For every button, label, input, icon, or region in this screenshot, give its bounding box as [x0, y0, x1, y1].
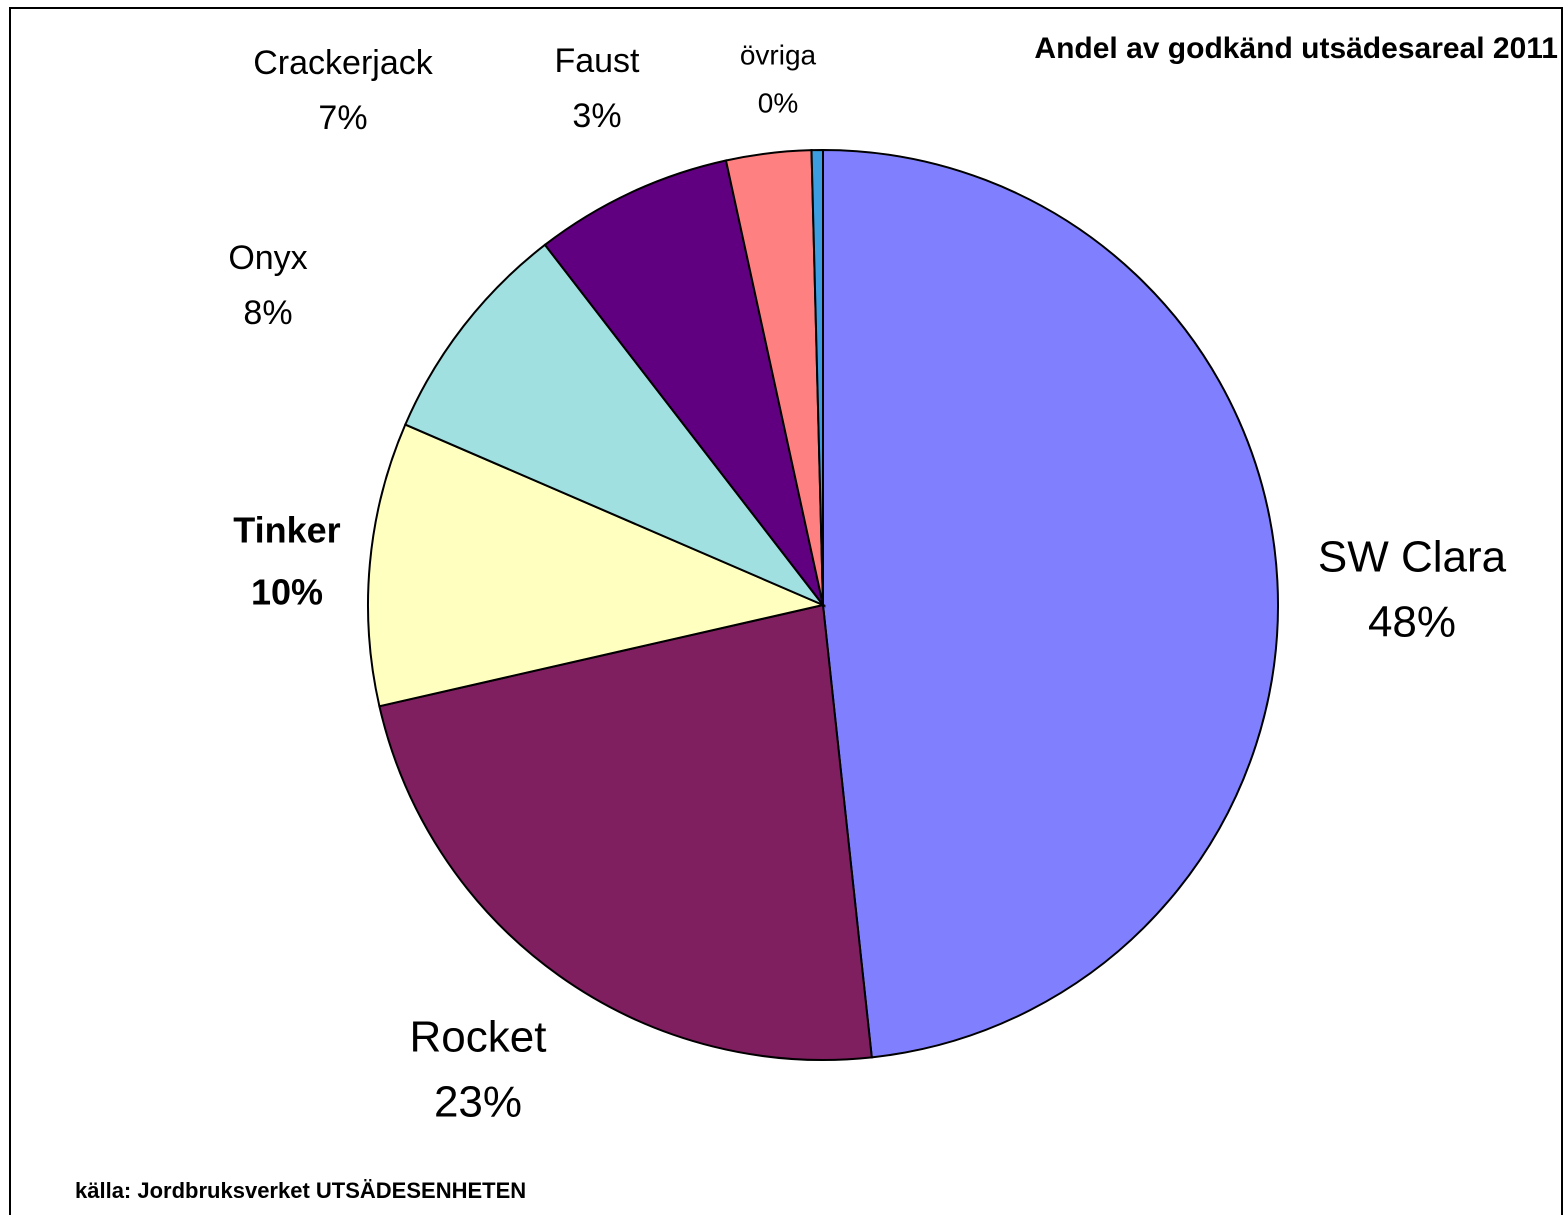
source-note: källa: Jordbruksverket UTSÄDESENHETEN	[75, 1178, 526, 1203]
chart-title: Andel av godkänd utsädesareal 2011	[1034, 32, 1558, 65]
slice-label: SW Clara	[1318, 533, 1507, 582]
slice-label: Rocket	[410, 1013, 547, 1062]
pie-slice	[822, 148, 1279, 1059]
pie-slice	[543, 159, 824, 606]
slice-label: Onyx	[228, 239, 307, 277]
slice-value-label: 0%	[758, 87, 798, 118]
pie-slice	[367, 423, 827, 708]
slice-value-label: 10%	[251, 572, 323, 613]
slice-label: Faust	[554, 42, 640, 80]
slice-value-label: 7%	[318, 99, 367, 137]
pie-slice	[403, 243, 827, 608]
slice-label: Crackerjack	[253, 44, 433, 82]
slice-label: övriga	[740, 39, 817, 70]
slice-value-label: 3%	[572, 97, 621, 135]
slice-value-label: 48%	[1368, 598, 1456, 647]
slice-value-label: 8%	[243, 294, 292, 332]
pie-slice	[810, 148, 824, 606]
pie-slice	[378, 603, 873, 1061]
slice-value-label: 23%	[434, 1078, 522, 1127]
slice-label: Tinker	[233, 510, 340, 551]
